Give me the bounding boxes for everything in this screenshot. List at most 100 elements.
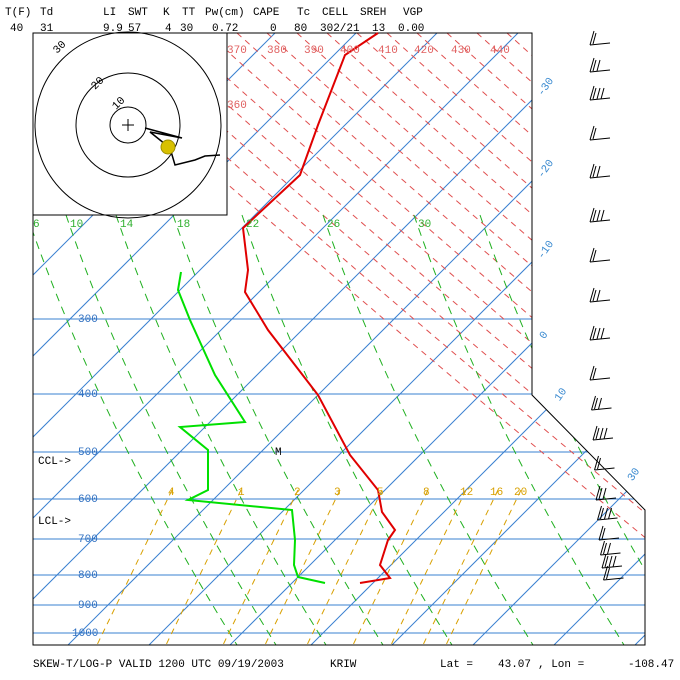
header-value: 0	[270, 23, 277, 35]
barb-shaft	[589, 30, 595, 46]
barb-feather	[592, 209, 597, 222]
barb-staff	[589, 299, 611, 303]
barb-feather	[596, 327, 601, 340]
header-label: Pw(cm)	[205, 7, 245, 19]
pressure-label: 800	[78, 570, 98, 582]
mixing-ratio	[165, 489, 242, 645]
barb-shaft	[589, 163, 595, 179]
hodograph	[34, 31, 222, 219]
theta-label: 400	[340, 45, 360, 57]
m-marker: M	[275, 447, 282, 459]
barb-feather	[612, 555, 617, 568]
moist-adiabat	[65, 214, 277, 645]
mixing-ratio	[306, 489, 383, 645]
plot-border	[32, 32, 646, 646]
pressure-label: 600	[78, 494, 98, 506]
barb-staff	[589, 137, 611, 141]
barb-feather	[596, 209, 601, 222]
theta-label: 420	[414, 45, 434, 57]
mixing-bottom-label: 20	[514, 487, 527, 499]
ring	[75, 72, 181, 178]
header-value: 0.72	[212, 23, 238, 35]
isotherm	[498, 33, 645, 645]
ring	[109, 106, 147, 144]
header-value: 9.9	[103, 23, 123, 35]
barb-feather	[600, 87, 605, 100]
header-value: 30	[180, 23, 193, 35]
mixing-bottom-label: 1	[238, 487, 245, 499]
barb-staff	[589, 377, 611, 381]
barb-staff	[595, 497, 617, 501]
barb-staff	[598, 537, 620, 541]
barb-feather	[600, 327, 605, 340]
barb-staff	[597, 517, 618, 521]
barb-staff	[589, 42, 611, 46]
barb-feather	[592, 59, 597, 72]
barb-staff	[589, 219, 611, 223]
barb-staff	[589, 175, 611, 179]
mixing-ratio	[96, 489, 173, 645]
theta-label: 370	[227, 45, 247, 57]
barb-feather	[592, 127, 597, 140]
theta-label: 430	[451, 45, 471, 57]
barb-shaft	[589, 57, 595, 73]
mixing-bottom-label: 16	[490, 487, 503, 499]
mixing-ratio	[352, 489, 429, 645]
barb-shaft	[595, 485, 601, 501]
barb-shaft	[589, 287, 595, 303]
isotherm	[33, 33, 633, 645]
mixing-top-label: 26	[327, 219, 340, 231]
moist-adiabat	[241, 214, 453, 645]
barb-shaft	[597, 505, 602, 521]
mixing-bottom-label: 5	[377, 487, 384, 499]
barb-feather	[607, 542, 611, 555]
barb-feather	[604, 507, 608, 520]
barb-staff	[591, 407, 612, 411]
theta-label: 410	[378, 45, 398, 57]
lon-label: , Lon =	[538, 659, 584, 671]
barb-staff	[592, 437, 614, 441]
mixing-top-label: 18	[177, 219, 190, 231]
hodograph-box	[32, 32, 228, 216]
moist-adiabat	[413, 214, 625, 645]
pressure-label: 400	[78, 389, 98, 401]
header-value: 80	[294, 23, 307, 35]
barb-shaft	[589, 365, 595, 381]
barb-feather	[592, 327, 597, 340]
pressure-label: 900	[78, 600, 98, 612]
barb-feather	[596, 59, 601, 72]
isotherm	[336, 33, 645, 645]
barb-shaft	[591, 395, 596, 411]
barb-staff	[594, 467, 615, 471]
mixing-bottom-label: 2	[294, 487, 301, 499]
barb-shaft	[589, 85, 595, 101]
lat: 43.07	[498, 659, 531, 671]
header-label: Td	[40, 7, 53, 19]
barb-feather	[603, 427, 608, 440]
lon: -108.47	[628, 659, 674, 671]
isotherm	[417, 33, 645, 645]
moist-adiabat	[33, 214, 238, 645]
footer-title: SKEW-T/LOG-P VALID 1200 UTC 09/19/2003	[33, 659, 284, 671]
ccl-marker: CCL->	[38, 456, 71, 468]
header-value: 302/21	[320, 23, 360, 35]
header-value: 31	[40, 23, 54, 35]
hodograph-trace	[144, 127, 221, 166]
barb-feather	[604, 555, 609, 568]
mixing-bottom-label: 12	[460, 487, 473, 499]
theta-label: 390	[304, 45, 324, 57]
mixing-top-label: 10	[70, 219, 83, 231]
header-label: CELL	[322, 7, 348, 19]
barb-shaft	[589, 325, 595, 341]
header-label: SREH	[360, 7, 386, 19]
temperature-profile	[241, 32, 397, 584]
barb-feather	[594, 397, 598, 410]
barb-staff	[589, 97, 611, 101]
barb-staff	[589, 337, 611, 341]
moist-adiabat	[172, 214, 384, 645]
header-label: K	[163, 7, 170, 19]
barb-shaft	[603, 565, 608, 581]
